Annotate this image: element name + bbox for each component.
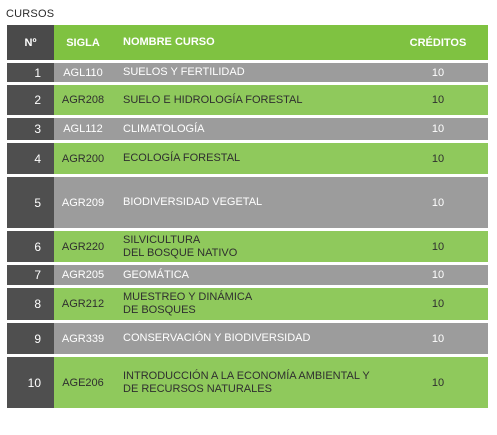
row-sigla: AGR220 [61, 240, 105, 253]
row-creditos: 10 [431, 66, 445, 79]
row-number: 9 [7, 323, 54, 354]
row-creditos: 10 [431, 152, 445, 165]
table-caption: CURSOS [6, 8, 55, 20]
table-header: Nº SIGLA NOMBRE CURSO CRÉDITOS [7, 25, 488, 60]
row-creditos: 10 [431, 269, 445, 281]
row-sigla: AGL112 [63, 123, 103, 135]
row-number: 4 [7, 143, 54, 174]
courses-table: Nº SIGLA NOMBRE CURSO CRÉDITOS 1 AGL110 … [7, 25, 488, 408]
header-creditos: CRÉDITOS [409, 36, 467, 49]
table-row: 3 AGL112 CLIMATOLOGÍA 10 [7, 118, 488, 140]
row-creditos: 10 [431, 376, 445, 389]
row-sigla: AGR212 [61, 298, 105, 310]
row-nombre: MUESTREO Y DINÁMICA DE BOSQUES [123, 291, 253, 316]
table-row: 5 AGR209 BIODIVERSIDAD VEGETAL 10 [7, 177, 488, 228]
row-nombre: SUELO E HIDROLOGÍA FORESTAL [123, 93, 303, 106]
table-row: 1 AGL110 SUELOS Y FERTILIDAD 10 [7, 63, 488, 82]
table-row: 8 AGR212 MUESTREO Y DINÁMICA DE BOSQUES … [7, 288, 488, 320]
row-nombre: CLIMATOLOGÍA [123, 122, 205, 135]
table-row: 10 AGE206 INTRODUCCIÓN A LA ECONOMÍA AMB… [7, 357, 488, 408]
row-nombre: SUELOS Y FERTILIDAD [123, 66, 245, 78]
row-number: 3 [7, 118, 54, 140]
row-nombre: GEOMÁTICA [123, 268, 190, 281]
table-row: 2 AGR208 SUELO E HIDROLOGÍA FORESTAL 10 [7, 85, 488, 115]
row-nombre: ECOLOGÍA FORESTAL [123, 152, 241, 164]
row-creditos: 10 [431, 123, 445, 135]
row-number: 6 [7, 231, 54, 262]
header-no: Nº [7, 25, 54, 60]
table-row: 4 AGR200 ECOLOGÍA FORESTAL 10 [7, 143, 488, 174]
row-sigla: AGR339 [61, 332, 105, 345]
row-creditos: 10 [431, 298, 445, 310]
header-sigla: SIGLA [66, 36, 100, 49]
row-number: 8 [7, 288, 54, 320]
row-sigla: AGR208 [61, 94, 105, 106]
row-number: 7 [7, 265, 54, 285]
row-creditos: 10 [431, 196, 445, 209]
header-nombre: NOMBRE CURSO [123, 36, 215, 48]
row-nombre: SILVICULTURA DEL BOSQUE NATIVO [123, 233, 238, 259]
row-number: 10 [7, 357, 54, 408]
row-creditos: 10 [431, 332, 445, 345]
row-sigla: AGR209 [61, 196, 105, 209]
table-row: 7 AGR205 GEOMÁTICA 10 [7, 265, 488, 285]
row-creditos: 10 [431, 240, 445, 253]
row-creditos: 10 [431, 94, 445, 106]
row-sigla: AGR200 [61, 152, 105, 165]
table-row: 9 AGR339 CONSERVACIÓN Y BIODIVERSIDAD 10 [7, 323, 488, 354]
row-number: 2 [7, 85, 54, 115]
row-number: 5 [7, 177, 54, 228]
row-number: 1 [7, 63, 54, 82]
row-nombre: BIODIVERSIDAD VEGETAL [123, 196, 263, 208]
row-nombre: CONSERVACIÓN Y BIODIVERSIDAD [123, 332, 311, 344]
table-row: 6 AGR220 SILVICULTURA DEL BOSQUE NATIVO … [7, 231, 488, 262]
row-nombre: INTRODUCCIÓN A LA ECONOMÍA AMBIENTAL Y D… [123, 369, 370, 395]
row-sigla: AGR205 [61, 269, 105, 281]
row-sigla: AGL110 [63, 66, 103, 79]
row-sigla: AGE206 [62, 376, 104, 389]
